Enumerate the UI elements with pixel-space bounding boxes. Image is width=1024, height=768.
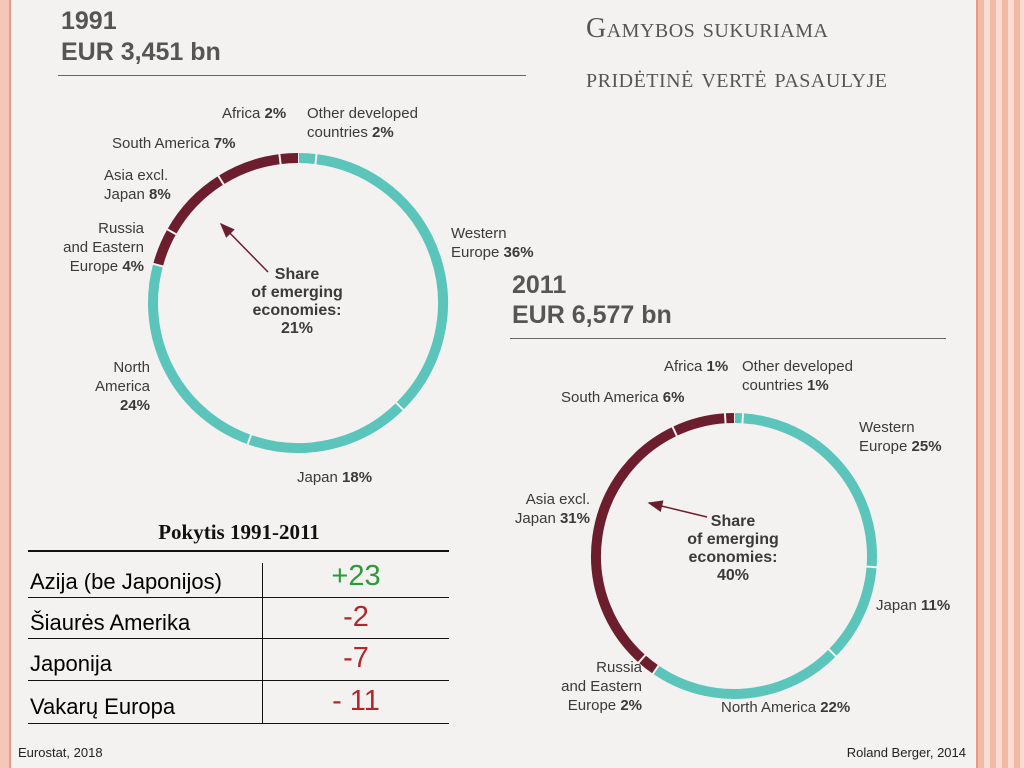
chart-1991-label-western-europe: Western Europe 36% [451,225,534,261]
right-border-stripes [978,0,1024,768]
chart-2011-label-other-developed: Other developed countries 1% [742,358,853,394]
table-row-region: Vakarų Europa [30,694,176,719]
donut-slice-separator [671,425,679,438]
footer-source-left: Eurostat, 2018 [18,745,103,760]
chart-2011-total: EUR 6,577 bn [512,301,672,329]
chart-2011-arrow [647,500,708,518]
table-rule [28,680,449,681]
donut-slice-separator [723,412,727,425]
donut-slice-separator [246,433,253,446]
donut-slice-1991-russia-and-eastern-europe [153,229,177,267]
donut-slice-separator [151,262,165,268]
chart-2011-label-western-europe: Western Europe 25% [859,419,942,455]
table-row-region: Azija (be Japonijos) [30,569,222,594]
table-row: Japonija -7 [28,638,450,679]
chart-1991-year: 1991 [61,7,117,35]
table-rule [28,723,449,724]
donut-slice-separator [651,664,660,676]
donut-slice-2011-south-america [672,413,726,436]
donut-slice-1991-asia-excl-japan [167,175,224,235]
chart-1991-rule [58,75,526,76]
table-row-change: -7 [343,642,369,674]
donut-slice-separator [741,412,745,425]
donut-slice-2011-russia-and-eastern-europe [638,655,659,674]
donut-slice-separator [216,174,226,186]
chart-2011-label-japan: Japan 11% [876,597,951,614]
donut-slice-1991-western-europe [315,154,448,410]
donut-slice-separator [865,565,878,569]
donut-slice-2011-north-america [652,649,836,699]
chart-1991-label-asia: Asia excl. Japan 8% [104,167,171,203]
change-table-title: Pokytis 1991-2011 [158,520,320,544]
table-column-divider [262,563,263,723]
chart-1991-label-south-america: South America 7% [112,135,236,152]
donut-slice-separator [165,227,178,236]
donut-slice-separator [827,647,838,658]
donut-slice-separator [278,153,282,166]
donut-slice-1991-japan [247,402,404,453]
chart-2011-center-label: Share of emerging economies: 40% [687,513,779,584]
table-top-rule [28,550,449,552]
chart-2011-label-asia: Asia excl. Japan 31% [514,491,590,527]
left-border-line [9,0,11,768]
donut-slice-1991-other-developed-countries [297,153,317,165]
right-border-line [976,0,978,768]
table-row: Vakarų Europa - 11 [28,681,450,722]
chart-1991-total: EUR 3,451 bn [61,38,221,66]
chart-1991-label-africa: Africa 2% [222,105,287,122]
chart-1991-label-other-developed: Other developed countries 2% [307,105,418,141]
donut-slice-1991-north-america [148,263,252,445]
chart-1991-center-label: Share of emerging economies: 21% [251,266,343,337]
chart-2011-rule [510,338,946,339]
donut-slice-2011-western-europe [742,413,877,568]
chart-2011-year: 2011 [512,271,567,299]
chart-2011-label-south-america: South America 6% [561,389,685,406]
chart-1991-arrow [219,222,269,273]
donut-slice-1991-africa [279,153,299,165]
table-rule [28,597,449,598]
donut-slice-1991-south-america [218,154,281,185]
table-row-change: +23 [331,560,381,592]
table-row-change: -2 [343,601,369,633]
footer-source-right: Roland Berger, 2014 [846,745,966,760]
table-row: Azija (be Japonijos) +23 [28,556,450,597]
table-row-region: Šiaurės Amerika [30,610,191,635]
left-border-strip [0,0,9,768]
slide-title: Gamybos sukuriama pridėtinė vertė pasaul… [586,4,1006,104]
donut-slice-separator [314,153,318,166]
chart-2011-label-north-america: North America 22% [721,699,851,716]
donut-slice-2011-asia-excl-japan [591,426,677,663]
table-row-region: Japonija [30,651,112,676]
slide-title-line-2: pridėtinė vertė pasaulyje [586,63,888,94]
chart-2011-label-africa: Africa 1% [664,358,729,375]
donut-slice-separator [637,653,647,664]
donut-slice-2011-japan [828,566,877,657]
chart-2011-label-russia: Russia and Eastern Europe 2% [561,659,642,714]
table-row-change: - 11 [332,685,380,717]
chart-1991-label-north-america: North America 24% [94,359,150,414]
slide-title-line-1: Gamybos sukuriama [586,13,829,44]
chart-1991-label-russia: Russia and Eastern Europe 4% [63,220,144,275]
table-rule [28,638,449,639]
table-row: Šiaurės Amerika -2 [28,597,450,638]
donut-slice-separator [394,401,405,412]
chart-1991-label-japan: Japan 18% [297,469,373,486]
